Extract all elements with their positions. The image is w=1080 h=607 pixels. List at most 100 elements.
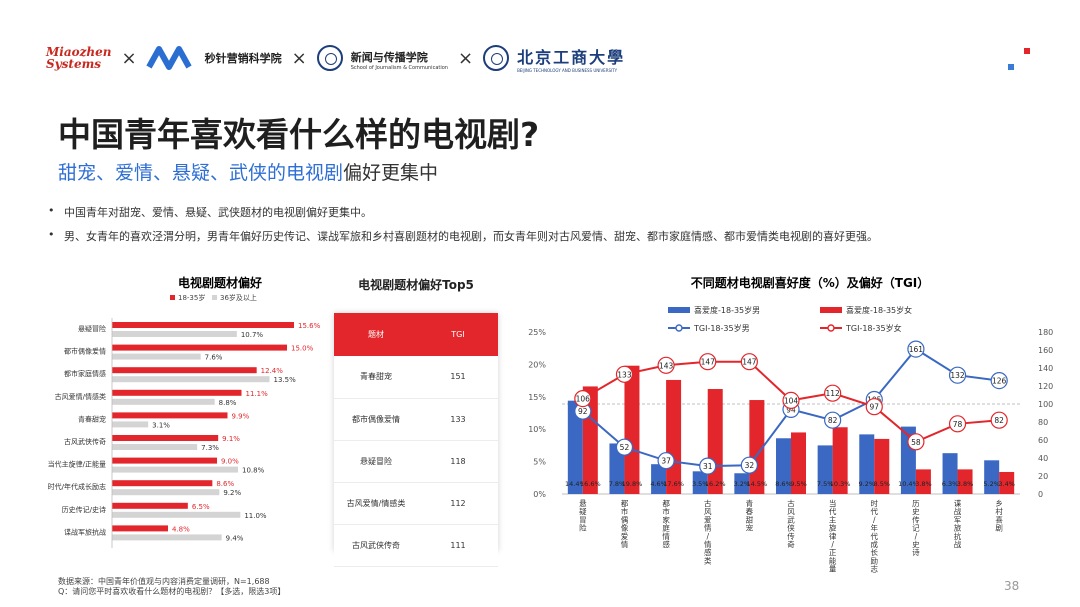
data-label: 7.6% — [205, 354, 223, 362]
logo-journalism-school: 新闻与传播学院 School of Journalism & Communica… — [351, 46, 448, 71]
point — [824, 384, 842, 402]
bar — [567, 400, 583, 494]
table-cell-tgi: 111 — [418, 524, 498, 567]
table-row: 古风武侠传奇 111 — [334, 524, 498, 567]
legend-swatch — [170, 295, 175, 300]
bar — [692, 471, 708, 494]
top5-table-card: 题材 TGI 青春甜宠 151 都市偶像爱情 133 悬疑冒险 118 古风爱情/情感… — [334, 313, 498, 567]
footnote-line: Q：请问您平时喜欢收看什么题材的电视剧？【多选，限选3项】 — [58, 587, 286, 596]
chart-title: 不同题材电视剧喜好度（%）及偏好（TGI） — [691, 275, 930, 290]
data-label: 9.9% — [232, 412, 250, 420]
data-label: 6.5% — [192, 503, 210, 511]
point — [948, 366, 967, 384]
legend-label: 喜爱度-18-35岁男 — [694, 305, 760, 315]
point — [782, 391, 800, 409]
data-label: 9.5% — [790, 480, 807, 488]
data-label: 8.5% — [874, 480, 891, 488]
table-header-tgi: TGI — [418, 313, 498, 356]
point-label: 52 — [620, 443, 630, 452]
table-header-row: 题材 TGI — [334, 313, 498, 356]
table-cell-tgi: 151 — [418, 356, 498, 399]
bar — [112, 322, 294, 328]
category-label: 古风武侠传奇 — [64, 437, 106, 446]
logo-university-sub: BEIJING TECHNOLOGY AND BUSINESS UNIVERSI… — [517, 67, 618, 73]
table-cell-tgi: 133 — [418, 398, 498, 441]
logo-journalism-sub: School of Journalism & Communication — [350, 64, 448, 71]
y-tick-right: 120 — [1038, 382, 1053, 391]
bar — [112, 389, 242, 396]
legend-marker — [827, 324, 835, 332]
point-label: 132 — [950, 371, 965, 380]
x-tick-label: 都市家庭情感 — [662, 499, 670, 549]
point-label: 147 — [742, 358, 757, 367]
footnote-line: 数据来源：中国青年价值观与内容消费定量调研，N=1,688 — [58, 577, 270, 586]
y-tick-left: 25% — [528, 328, 546, 337]
data-source-footnote: 数据来源：中国青年价值观与内容消费定量调研，N=1,688 Q：请问您平时喜欢收… — [58, 577, 285, 597]
bar — [915, 469, 931, 494]
miaozhen-logo-line1: Miaozhen — [46, 45, 112, 59]
bar — [984, 460, 1000, 494]
data-label: 9.1% — [222, 435, 240, 443]
data-label: 7.8% — [609, 480, 626, 488]
data-label: 16.2% — [705, 480, 726, 488]
logo-journalism-name: 新闻与传播学院 — [350, 50, 428, 64]
bar — [666, 379, 682, 494]
x-tick-label: 古风爱情/情感类 — [704, 498, 712, 565]
point — [615, 365, 634, 383]
page-number: 38 — [1004, 579, 1020, 593]
bar — [112, 435, 219, 441]
table-cell-genre: 悬疑冒险 — [334, 440, 418, 483]
x-tick-label: 谍战军旅抗战 — [954, 498, 962, 549]
bar — [112, 353, 201, 360]
category-label: 当代主旋律/正能量 — [48, 460, 106, 469]
logo-university: 北京工商大學 BEIJING TECHNOLOGY AND BUSINESS U… — [517, 44, 625, 73]
bar — [112, 421, 149, 428]
data-label: 12.4% — [261, 367, 284, 375]
y-tick-right: 80 — [1038, 418, 1048, 427]
table-cell-tgi: 112 — [418, 482, 498, 525]
point — [990, 411, 1008, 429]
legend-label: 18-35岁 — [178, 293, 205, 302]
table-cell-genre: 青春甜宠 — [334, 356, 418, 399]
bar — [957, 469, 973, 494]
x-tick-label: 历史传记/史诗 — [912, 499, 920, 557]
table-row: 古风爱情/情感类 112 — [334, 482, 498, 525]
bar — [112, 502, 188, 509]
logo-separator: × — [121, 47, 137, 69]
table-row: 青春甜宠 151 — [334, 356, 498, 399]
bar — [942, 453, 958, 494]
data-label: 4.6% — [650, 480, 667, 488]
y-tick-right: 20 — [1038, 472, 1048, 481]
data-label: 4.8% — [172, 525, 190, 533]
point-label: 31 — [703, 462, 713, 471]
data-label: 10.8% — [242, 467, 265, 475]
logo-separator: × — [291, 47, 307, 69]
logo-marketing-academy: 秒针营销科学院 — [204, 52, 282, 65]
bar — [707, 389, 723, 494]
data-label: 9.4% — [226, 534, 244, 542]
legend-swatch — [820, 307, 842, 313]
table-cell-genre: 古风武侠传奇 — [334, 524, 418, 567]
bar — [112, 489, 220, 496]
bar — [112, 480, 213, 487]
point-label: 143 — [659, 361, 674, 370]
logo-university-name: 北京工商大學 — [517, 47, 626, 67]
table-cell-tgi: 118 — [418, 440, 498, 483]
data-label: 8.8% — [219, 399, 237, 407]
bullet-item: 男、女青年的喜欢泾渭分明，男青年偏好历史传记、谍战军旅和乡村喜剧题材的电视剧，而… — [48, 228, 878, 244]
journalism-school-seal-icon — [316, 45, 343, 71]
data-label: 19.8% — [622, 480, 643, 488]
bullet-list: 中国青年对甜宠、爱情、悬疑、武侠题材的电视剧偏好更集中。 男、女青年的喜欢泾渭分… — [48, 204, 878, 252]
bar — [112, 398, 215, 405]
bar — [734, 473, 750, 494]
data-label: 15.0% — [291, 345, 314, 353]
point-label: 78 — [953, 420, 963, 429]
y-tick-right: 40 — [1038, 454, 1048, 463]
bar — [999, 471, 1015, 494]
chart-title: 电视剧题材偏好 — [178, 275, 262, 290]
point — [657, 452, 675, 470]
y-tick-left: 10% — [528, 425, 546, 434]
category-label: 时代/年代成长励志 — [48, 482, 106, 491]
header-logos: Miaozhen Systems × 秒针营销科学院 × 新闻与传播学院 Sch… — [46, 38, 625, 78]
